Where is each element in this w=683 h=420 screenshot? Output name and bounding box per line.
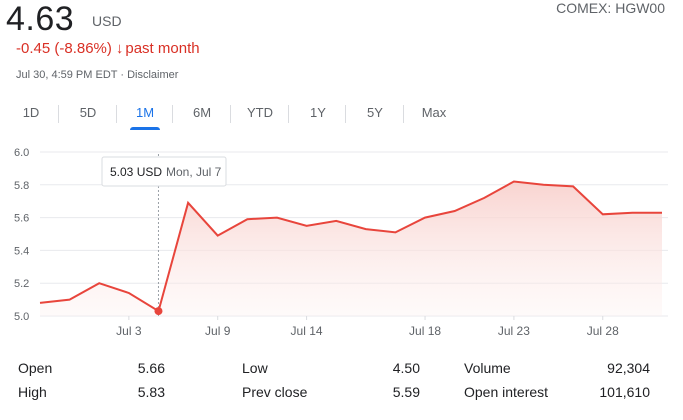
tooltip-box	[101, 156, 227, 187]
data-point	[244, 216, 250, 222]
x-tick-label: Jul 23	[498, 324, 530, 338]
tab-ytd[interactable]: YTD	[247, 105, 273, 120]
stat-value-prev-close: 5.59	[392, 384, 420, 400]
range-tabs: 1D 5D 1M 6M YTD 1Y 5Y Max	[0, 100, 683, 130]
currency-label: USD	[92, 13, 122, 29]
tab-divider	[116, 105, 117, 123]
hover-point	[154, 307, 163, 316]
key-stats: Open 5.66 High 5.83 Low 4.50 Prev close …	[0, 355, 683, 415]
ticker-symbol: COMEX: HGW00	[556, 0, 665, 16]
stat-value-volume: 92,304	[607, 360, 650, 376]
stat-label-volume: Volume	[464, 360, 511, 376]
data-point	[304, 223, 310, 229]
change-period: past month	[125, 40, 200, 57]
tooltip-date: Mon, Jul 7	[166, 165, 222, 179]
tab-divider	[172, 105, 173, 123]
tab-divider	[288, 105, 289, 123]
data-point	[600, 211, 606, 217]
stat-label-open: Open	[18, 360, 53, 376]
y-tick-label: 5.4	[14, 245, 29, 257]
data-point	[392, 229, 398, 235]
current-price: 4.63	[6, 0, 75, 38]
data-point	[541, 182, 547, 188]
data-point	[37, 300, 43, 306]
down-arrow-icon: ↓	[115, 40, 124, 57]
data-point	[67, 297, 73, 303]
stat-value-open-interest: 101,610	[599, 384, 650, 400]
data-point	[96, 280, 102, 286]
data-point	[452, 208, 458, 214]
quote-timestamp: Jul 30, 4:59 PM EDT · Disclaimer	[16, 69, 179, 81]
y-tick-label: 5.6	[14, 213, 29, 225]
tab-6m[interactable]: 6M	[192, 105, 212, 120]
stat-value-high: 5.83	[137, 384, 165, 400]
stat-label-high: High	[18, 384, 47, 400]
tab-1m[interactable]: 1M	[130, 100, 160, 130]
series-line	[39, 180, 662, 313]
stat-label-prev-close: Prev close	[242, 384, 308, 400]
data-point	[126, 290, 132, 296]
x-tick-label: Jul 3	[116, 324, 142, 338]
x-tick-label: Jul 18	[409, 324, 441, 338]
stat-value-open: 5.66	[137, 360, 165, 376]
x-tick-label: Jul 14	[291, 324, 323, 338]
tab-1d[interactable]: 1D	[22, 105, 40, 120]
tab-divider	[345, 105, 346, 123]
data-point	[422, 215, 428, 221]
stat-label-open-interest: Open interest	[464, 384, 549, 400]
tooltip-price: 5.03 USD	[110, 165, 162, 179]
chart-tooltip: 5.03 USD Mon, Jul 7	[101, 156, 227, 187]
data-point	[629, 210, 635, 216]
tab-divider	[230, 105, 231, 123]
tab-max[interactable]: Max	[421, 105, 447, 120]
data-point	[481, 195, 487, 201]
y-tick-label: 6.0	[14, 147, 29, 159]
y-tick-label: 5.0	[14, 311, 29, 323]
stat-label-low: Low	[242, 360, 268, 376]
x-tick-label: Jul 9	[205, 324, 231, 338]
price-change: -0.45 (-8.86%) ↓ past month	[16, 40, 200, 57]
tab-5d[interactable]: 5D	[79, 105, 97, 120]
data-point	[215, 233, 221, 239]
tab-divider	[403, 105, 404, 123]
stat-value-low: 4.50	[392, 360, 420, 376]
data-point	[185, 200, 191, 206]
price-chart[interactable]: 6.0 5.8 5.6 5.4 5.2 5.0 Jul 3 Jul 9 Jul 14 Jul 1…	[0, 140, 683, 350]
data-point	[511, 179, 517, 185]
data-point	[363, 226, 369, 232]
chart-area-fill	[40, 181, 662, 316]
tab-divider	[58, 105, 59, 123]
data-point	[659, 210, 665, 216]
x-tick-label: Jul 28	[587, 324, 619, 338]
y-tick-label: 5.8	[14, 180, 29, 192]
data-point	[333, 218, 339, 224]
data-point	[570, 183, 576, 189]
y-tick-label: 5.2	[14, 278, 29, 290]
tab-1y[interactable]: 1Y	[310, 105, 326, 120]
data-point	[274, 215, 280, 221]
change-value: -0.45 (-8.86%)	[16, 40, 112, 57]
tab-5y[interactable]: 5Y	[367, 105, 383, 120]
